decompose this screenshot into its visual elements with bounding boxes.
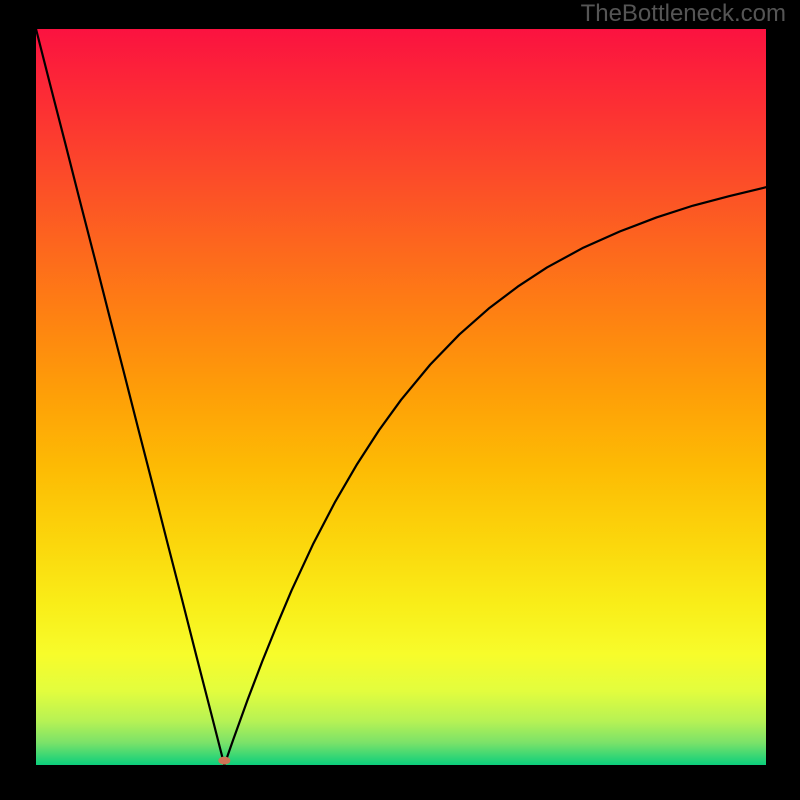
chart-svg xyxy=(0,0,800,800)
watermark-text: TheBottleneck.com xyxy=(581,0,786,28)
minimum-marker-icon xyxy=(218,757,230,765)
plot-background xyxy=(36,29,766,765)
chart-container: TheBottleneck.com xyxy=(0,0,800,800)
